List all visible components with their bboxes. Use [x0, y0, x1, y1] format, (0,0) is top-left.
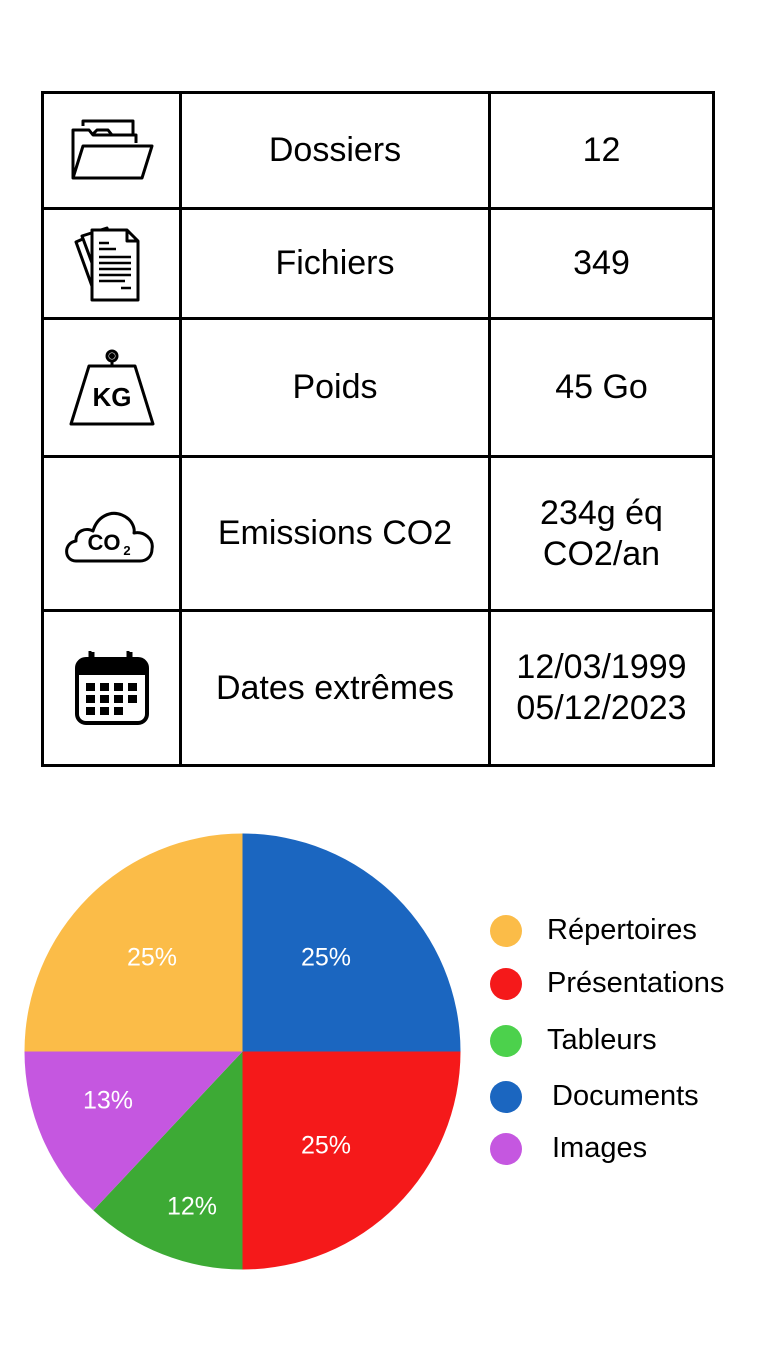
weight-kg-icon: KG — [41, 317, 182, 458]
table-row-fichiers: Fichiers 349 — [41, 207, 715, 320]
value-emissions-line1: 234g éq — [540, 493, 663, 532]
pie-label-images: 13% — [82, 1086, 134, 1115]
legend-item-documents: Documents — [490, 1080, 699, 1113]
value-date-start: 12/03/1999 — [516, 648, 687, 686]
label-dossiers: Dossiers — [179, 91, 491, 210]
legend-item-presentations: Présentations — [490, 967, 724, 1000]
legend-item-images: Images — [490, 1132, 647, 1165]
pie-label-presentations: 25% — [300, 1131, 352, 1160]
value-emissions-line2: CO2/an — [542, 534, 661, 573]
value-emissions: 234g éq CO2/an — [488, 455, 715, 612]
svg-text:KG: KG — [92, 382, 131, 412]
legend-dot-presentations — [490, 967, 522, 1000]
legend-item-tableurs: Tableurs — [490, 1024, 657, 1057]
table-row-poids: KG Poids 45 Go — [41, 317, 715, 458]
value-dossiers: 12 — [488, 91, 715, 210]
table-row-emissions: CO 2 Emissions CO2 234g éq CO2/an — [41, 455, 715, 612]
svg-text:2: 2 — [123, 543, 130, 558]
legend-dot-tableurs — [490, 1024, 522, 1057]
pie-label-tableurs: 12% — [166, 1192, 218, 1221]
legend-label: Images — [552, 1132, 648, 1164]
svg-text:CO: CO — [87, 530, 120, 555]
pie-label-repertoires: 25% — [126, 943, 178, 972]
value-poids: 45 Go — [488, 317, 715, 458]
legend-dot-documents — [490, 1080, 522, 1113]
table-row-dossiers: Dossiers 12 — [41, 91, 715, 210]
slice-repertoires — [24, 833, 243, 1052]
pie-chart: 25% 25% 25% 12% 13% — [24, 833, 461, 1270]
co2-cloud-icon: CO 2 — [41, 455, 182, 612]
label-fichiers: Fichiers — [179, 207, 491, 320]
slice-tableurs — [93, 1051, 243, 1270]
summary-table: Dossiers 12 Fichiers — [41, 91, 715, 767]
value-dates: 12/03/1999 05/12/2023 — [488, 609, 715, 767]
legend-label: Documents — [552, 1080, 699, 1112]
value-fichiers: 349 — [488, 207, 715, 320]
calendar-icon — [41, 609, 182, 767]
table-row-dates: Dates extrêmes 12/03/1999 05/12/2023 — [41, 609, 715, 767]
legend-label: Répertoires — [547, 914, 697, 946]
documents-icon — [41, 207, 182, 320]
legend-label: Tableurs — [547, 1024, 657, 1056]
label-emissions: Emissions CO2 — [179, 455, 491, 612]
slice-presentations — [242, 1051, 461, 1270]
label-poids: Poids — [179, 317, 491, 458]
legend-dot-images — [490, 1132, 522, 1165]
slice-images — [24, 1051, 243, 1211]
legend-item-repertoires: Répertoires — [490, 914, 697, 947]
label-dates: Dates extrêmes — [179, 609, 491, 767]
slice-documents — [242, 833, 461, 1052]
pie-label-documents: 25% — [300, 943, 352, 972]
legend-label: Présentations — [547, 967, 725, 999]
legend-dot-repertoires — [490, 914, 522, 947]
folder-icon — [41, 91, 182, 210]
value-date-end: 05/12/2023 — [516, 689, 687, 727]
